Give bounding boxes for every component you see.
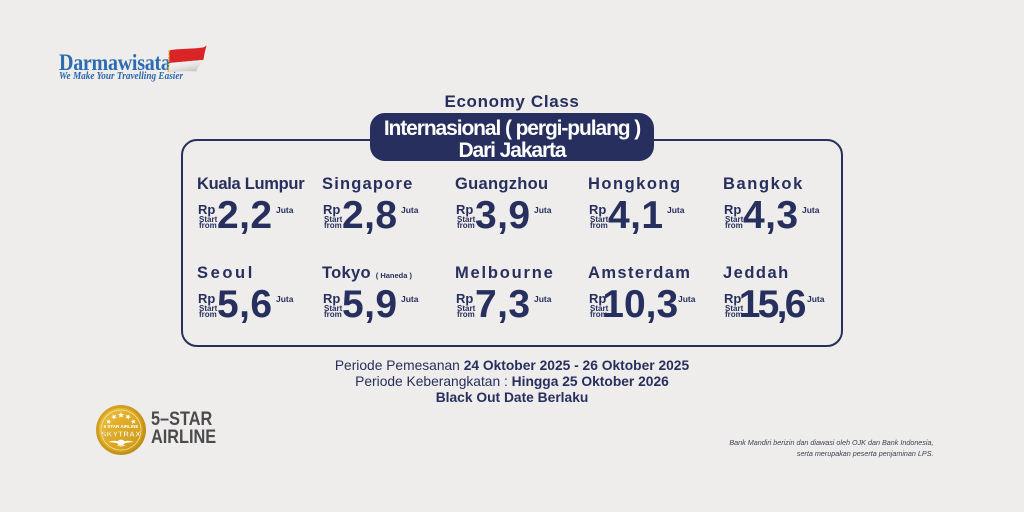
svg-text:SKYTRAX: SKYTRAX [101,429,141,438]
svg-text:5 STAR AIRLINE: 5 STAR AIRLINE [103,424,138,429]
